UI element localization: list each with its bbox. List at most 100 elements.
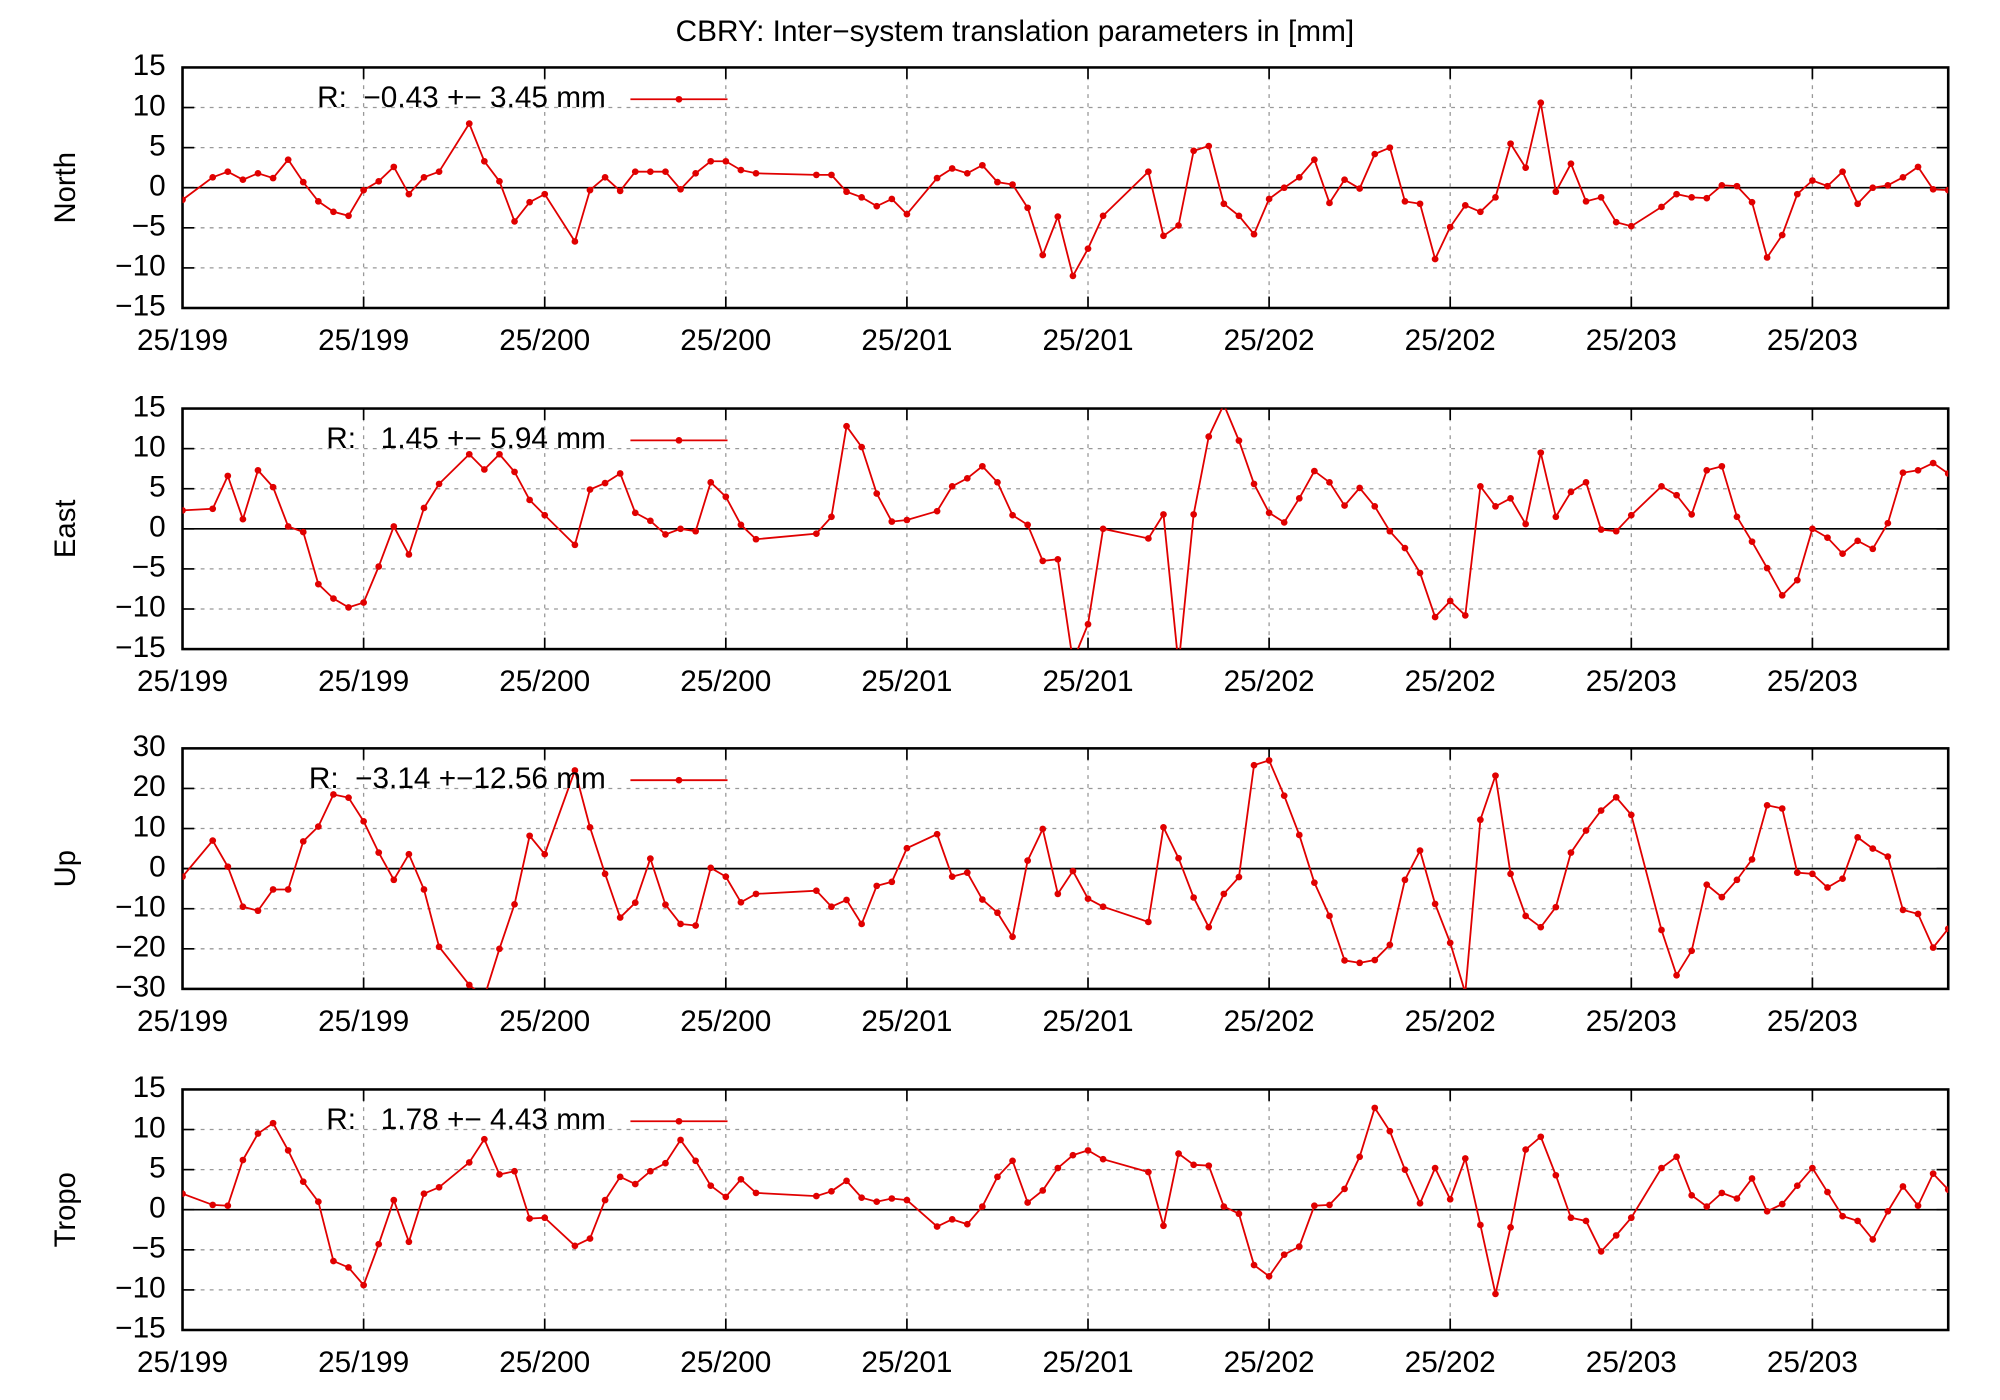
data-point	[722, 873, 730, 880]
data-point	[1265, 757, 1273, 764]
data-point	[1627, 222, 1635, 230]
y-tick-label: 10	[133, 810, 166, 843]
data-point	[1477, 208, 1484, 216]
data-point	[1341, 1185, 1348, 1193]
data-point	[420, 1190, 428, 1198]
data-point	[586, 186, 594, 194]
y-axis-label: Tropo	[49, 1172, 82, 1247]
data-point	[1416, 1200, 1424, 1207]
y-tick-label: −10	[115, 1272, 166, 1305]
data-point	[1205, 923, 1213, 931]
data-point	[662, 168, 669, 175]
x-tick-label: 25/203	[1767, 1005, 1858, 1038]
data-point	[1492, 772, 1499, 779]
data-point	[511, 1167, 518, 1175]
x-tick-label: 25/200	[680, 1005, 771, 1038]
y-tick-label: −10	[115, 250, 166, 283]
x-tick-label: 25/203	[1586, 1005, 1677, 1038]
data-point	[1839, 550, 1846, 557]
data-point	[979, 1203, 986, 1210]
data-point	[1718, 1189, 1726, 1197]
data-point	[933, 1223, 941, 1230]
data-point	[1431, 255, 1439, 263]
data-point	[239, 903, 247, 911]
data-point	[1507, 495, 1514, 502]
data-point	[1371, 503, 1379, 510]
data-point	[1884, 182, 1892, 189]
data-point	[1326, 1201, 1333, 1209]
data-point	[1431, 900, 1439, 908]
x-tick-label: 25/199	[318, 324, 409, 357]
data-point	[182, 873, 186, 880]
data-point	[903, 1196, 911, 1204]
data-point	[1748, 1175, 1756, 1182]
data-point	[1507, 140, 1514, 147]
data-point	[858, 194, 866, 201]
data-point	[1009, 933, 1016, 941]
legend-label: R: −3.14 +−12.56 mm	[309, 762, 606, 795]
data-point	[1431, 613, 1439, 621]
data-point	[1356, 1153, 1364, 1161]
data-point	[1205, 433, 1213, 440]
data-point	[465, 981, 473, 989]
data-point	[994, 178, 1001, 186]
data-point	[254, 1130, 262, 1137]
data-point	[1944, 1186, 1949, 1193]
data-point	[737, 1175, 745, 1183]
data-point	[828, 513, 835, 521]
data-point	[496, 1171, 503, 1178]
data-point	[345, 604, 352, 611]
data-point	[314, 198, 322, 205]
y-axis-label: Up	[49, 850, 82, 887]
x-tick-label: 25/202	[1405, 1005, 1496, 1038]
data-point	[1703, 466, 1711, 474]
data-point	[345, 794, 352, 801]
data-point	[541, 1214, 549, 1222]
data-point	[1914, 163, 1922, 171]
y-tick-label: 0	[149, 170, 166, 203]
data-point	[601, 173, 609, 181]
data-point	[1039, 251, 1047, 259]
data-point	[616, 470, 624, 477]
data-point	[677, 186, 684, 193]
x-tick-label: 25/200	[499, 1346, 590, 1379]
data-point	[1220, 1203, 1228, 1210]
y-axis-label: East	[49, 500, 82, 559]
data-point	[631, 1180, 639, 1188]
data-point	[1824, 534, 1831, 541]
data-point	[1039, 825, 1047, 833]
data-point	[1371, 1104, 1379, 1112]
data-point	[1612, 793, 1620, 801]
data-point	[1416, 847, 1424, 854]
legend-marker	[675, 776, 683, 784]
data-point	[1160, 511, 1167, 518]
data-point	[1054, 890, 1062, 898]
data-point	[390, 876, 398, 884]
data-point	[1582, 198, 1590, 205]
data-point	[1009, 1157, 1016, 1165]
data-point	[420, 504, 428, 512]
data-point	[1311, 156, 1318, 163]
data-point	[737, 166, 745, 174]
data-point	[1084, 245, 1092, 252]
data-point	[314, 1198, 322, 1206]
data-point	[1461, 612, 1469, 619]
data-point	[1899, 173, 1907, 181]
data-point	[1024, 204, 1032, 212]
data-point	[1914, 910, 1922, 918]
y-tick-label: 5	[149, 471, 166, 504]
data-point	[1582, 479, 1590, 486]
data-point	[1145, 535, 1152, 542]
data-point	[1356, 484, 1364, 492]
data-point	[1778, 231, 1786, 239]
data-point	[903, 844, 911, 852]
x-tick-label: 25/203	[1586, 1346, 1677, 1379]
data-point	[1160, 1222, 1167, 1230]
y-tick-label: 0	[149, 1192, 166, 1225]
data-point	[1099, 525, 1107, 533]
data-point	[1718, 893, 1726, 901]
data-point	[1899, 906, 1907, 914]
data-point	[182, 507, 186, 514]
